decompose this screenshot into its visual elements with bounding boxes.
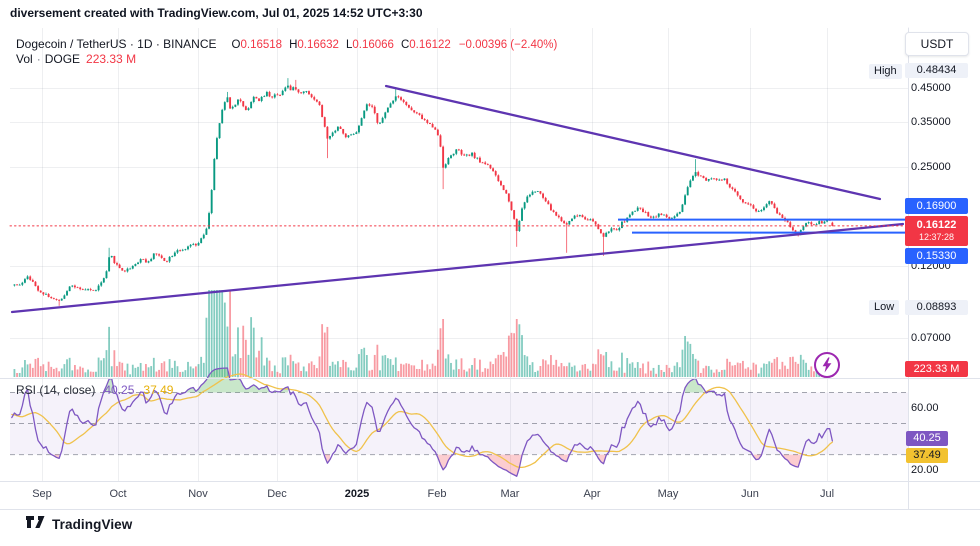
tradingview-logo-icon <box>26 516 45 528</box>
month-label: Jun <box>741 488 759 500</box>
rsi-ma-badge: 37.49 <box>906 448 948 463</box>
bar-countdown: 12:37:28 <box>918 232 955 242</box>
ohlc-key: L <box>345 39 353 51</box>
symbol-legend[interactable]: Dogecoin / TetherUS · 1D · BINANCE O0.165… <box>16 37 557 51</box>
vol-separator: · <box>36 52 41 66</box>
vol-symbol: DOGE <box>44 52 81 66</box>
level-lower-label: 0.15330 <box>905 248 968 264</box>
rsi-ma-value: 37.49 <box>143 383 174 397</box>
month-label: 2025 <box>344 488 370 500</box>
rsi-tick: 20.00 <box>911 464 939 477</box>
snapshot-title: diversement created with TradingView.com… <box>10 6 423 20</box>
volume-legend[interactable]: Vol · DOGE 223.33 M <box>16 52 136 66</box>
ohlc-value: 0.16518 <box>240 39 283 51</box>
month-label: Jul <box>819 488 835 500</box>
high-label-chip: High <box>869 64 902 79</box>
volume-axis-badge: 223.33 M <box>905 361 968 377</box>
vol-value: 223.33 M <box>86 52 137 66</box>
ohlc-value: 0.16122 <box>409 39 451 51</box>
current-price-value: 0.16122 <box>916 219 957 231</box>
month-label: Apr <box>583 488 601 500</box>
ohlc-key: O <box>231 39 241 51</box>
high-value-chip: 0.48434 <box>905 63 968 78</box>
current-price-label: 0.16122 12:37:28 <box>905 216 968 246</box>
rsi-value: 40.25 <box>104 383 135 397</box>
ohlc-key: H <box>289 39 298 51</box>
footer-brand[interactable]: TradingView <box>26 516 132 532</box>
vol-label: Vol <box>16 52 33 66</box>
symbol-name[interactable]: Dogecoin / TetherUS · 1D · BINANCE <box>16 37 217 51</box>
price-tick: 0.35000 <box>911 115 951 128</box>
ohlc-value: 0.16066 <box>352 39 394 51</box>
rsi-legend[interactable]: RSI (14, close) 40.25 37.49 <box>16 383 173 397</box>
ohlc-values: O0.16518 H0.16632 L0.16066 C0.16122 <box>225 37 451 51</box>
month-label: Dec <box>267 488 287 500</box>
month-label: Mar <box>500 488 520 500</box>
price-tick: 0.45000 <box>911 82 951 94</box>
rsi-name: RSI (14, close) <box>16 383 96 397</box>
ohlc-value: 0.16632 <box>297 39 339 51</box>
rsi-value-badge: 40.25 <box>906 431 948 446</box>
low-value-chip: 0.08893 <box>905 300 968 315</box>
month-label: Nov <box>188 488 208 500</box>
price-tick: 0.07000 <box>911 331 951 344</box>
lightning-icon <box>822 357 832 373</box>
month-label: Oct <box>109 488 127 500</box>
ohlc-key: C <box>400 39 410 51</box>
month-label: Feb <box>427 488 447 500</box>
month-label: May <box>657 488 679 500</box>
tradingview-wordmark: TradingView <box>52 516 133 532</box>
month-label: Sep <box>32 488 52 500</box>
rsi-tick: 60.00 <box>911 402 939 414</box>
currency-toggle-button[interactable]: USDT <box>905 32 969 56</box>
price-tick: 0.25000 <box>911 160 951 173</box>
change-value: −0.00396 (−2.40%) <box>458 39 558 51</box>
level-upper-label: 0.16900 <box>905 198 968 214</box>
instant-trading-button[interactable] <box>814 352 840 378</box>
low-label-chip: Low <box>869 300 900 315</box>
